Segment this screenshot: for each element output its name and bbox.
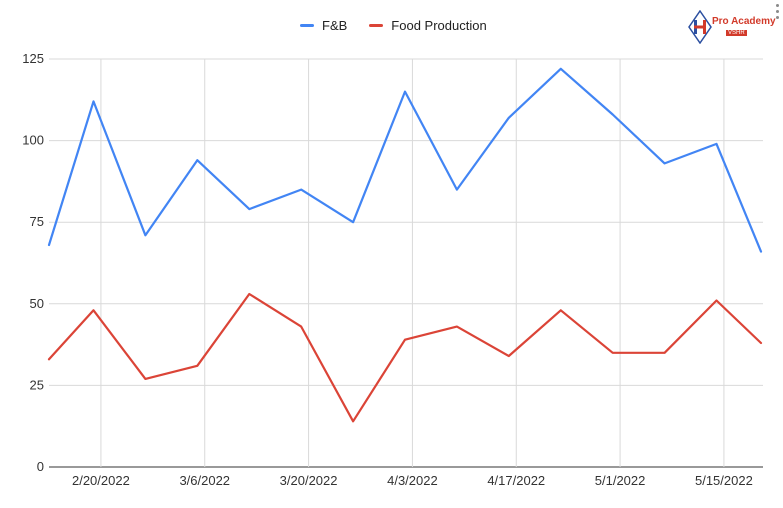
logo-name: Pro Academy [712, 16, 776, 27]
x-axis-ticks: 2/20/2022 3/6/2022 3/20/2022 4/3/2022 4/17/2… [72, 473, 753, 488]
logo-subtitle: VSHR [726, 30, 747, 36]
x-tick-label: 5/15/2022 [695, 473, 753, 488]
chart-menu-icon[interactable] [776, 4, 780, 22]
chart-grid [49, 58, 763, 468]
y-tick-label: 100 [22, 133, 44, 148]
chart-legend: F&B Food Production [300, 18, 509, 33]
series-line-food-production [47, 292, 763, 423]
y-axis-ticks: 0 25 50 75 100 125 [22, 51, 44, 474]
y-tick-label: 125 [22, 51, 44, 66]
legend-swatch-food-production [369, 24, 384, 27]
series-line-fb [47, 67, 763, 253]
x-tick-label: 2/20/2022 [72, 473, 130, 488]
y-tick-label: 50 [30, 296, 44, 311]
y-tick-label: 0 [37, 459, 44, 474]
x-tick-label: 3/20/2022 [280, 473, 338, 488]
legend-label-food-production: Food Production [391, 18, 487, 33]
logo-mark-icon [688, 9, 712, 45]
legend-item-food-production[interactable]: Food Production [369, 18, 487, 33]
legend-item-fb[interactable]: F&B [300, 18, 347, 33]
legend-label-fb: F&B [322, 18, 348, 33]
chart-series [47, 67, 763, 423]
x-tick-label: 5/1/2022 [595, 473, 646, 488]
y-tick-label: 25 [30, 377, 44, 392]
x-tick-label: 4/3/2022 [387, 473, 438, 488]
x-tick-label: 3/6/2022 [179, 473, 230, 488]
legend-swatch-fb [300, 24, 314, 27]
pro-academy-logo: Pro Academy VSHR [688, 9, 776, 46]
x-tick-label: 4/17/2022 [487, 473, 545, 488]
y-tick-label: 75 [30, 214, 44, 229]
